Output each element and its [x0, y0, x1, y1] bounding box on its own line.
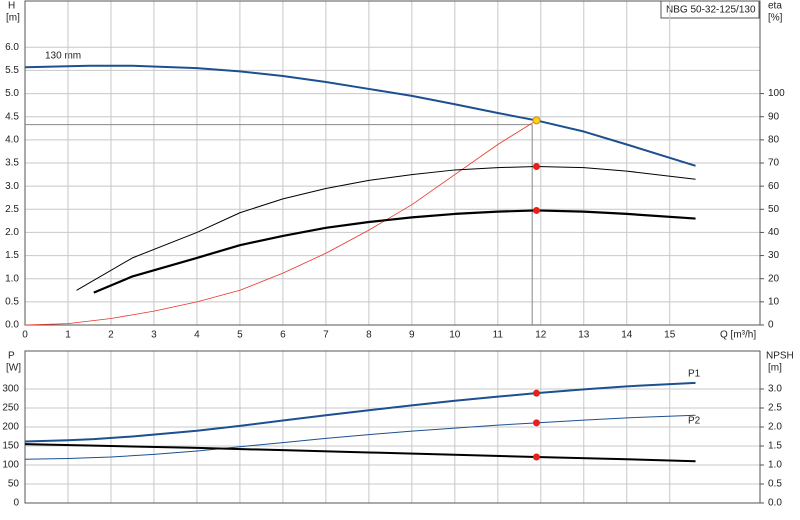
y-tick-label: 3.5	[5, 158, 19, 169]
x-tick-label: 0	[22, 330, 28, 341]
x-tick-label: 3	[151, 330, 157, 341]
y-tick-label: 4.5	[5, 111, 19, 122]
y2-tick-label: 1.5	[768, 441, 782, 452]
y2-tick-label: 50	[768, 204, 780, 215]
p-axis-unit: [W]	[6, 363, 21, 374]
duty-point	[532, 389, 540, 397]
p-axis-label: P	[8, 351, 15, 362]
h-axis-label: H	[8, 1, 15, 12]
y2-tick-label: 2.0	[768, 422, 782, 433]
y-tick-label: 5.5	[5, 65, 19, 76]
x-tick-label: 10	[449, 330, 461, 341]
y-tick-label: 4.0	[5, 134, 19, 145]
x-tick-label: 15	[664, 330, 676, 341]
y-tick-label: 50	[8, 479, 20, 490]
y2-tick-label: 10	[768, 296, 780, 307]
h-axis-unit: [m]	[6, 13, 20, 24]
duty-point	[532, 453, 540, 461]
eta-axis-unit: [%]	[768, 13, 783, 24]
curve-label: 130 mm	[45, 51, 81, 62]
x-tick-label: 13	[578, 330, 590, 341]
eta-axis-label: eta	[768, 1, 782, 12]
y2-tick-label: 1.0	[768, 460, 782, 471]
y2-tick-label: 30	[768, 250, 780, 261]
y-tick-label: 0.5	[5, 296, 19, 307]
curve	[24, 443, 696, 463]
x-tick-label: 12	[535, 330, 547, 341]
x-tick-label: 7	[323, 330, 329, 341]
y2-tick-label: 60	[768, 181, 780, 192]
x-tick-label: 4	[194, 330, 200, 341]
npsh-axis-label: NPSH	[766, 351, 794, 362]
duty-point	[532, 206, 540, 214]
curve-label: P1	[688, 369, 701, 380]
plot-frame	[24, 0, 761, 326]
curve-label: P2	[688, 416, 701, 427]
x-tick-label: 1	[65, 330, 71, 341]
y-tick-label: 300	[2, 384, 19, 395]
curve	[76, 165, 696, 291]
duty-point	[532, 419, 540, 427]
y-tick-label: 1.0	[5, 273, 19, 284]
y-tick-label: 2.0	[5, 227, 19, 238]
y2-tick-label: 80	[768, 134, 780, 145]
x-tick-label: 5	[237, 330, 243, 341]
y2-tick-label: 40	[768, 227, 780, 238]
x-tick-label: 9	[409, 330, 415, 341]
plot-frame	[24, 350, 761, 504]
y2-tick-label: 20	[768, 273, 780, 284]
duty-point	[532, 162, 540, 170]
duty-point	[532, 116, 541, 125]
y2-tick-label: 2.5	[768, 403, 782, 414]
y2-tick-label: 90	[768, 111, 780, 122]
y-tick-label: 100	[2, 460, 19, 471]
x-tick-label: 11	[493, 330, 504, 341]
curve	[24, 64, 696, 167]
y-tick-label: 0.0	[5, 320, 19, 331]
x-tick-label: 2	[108, 330, 114, 341]
npsh-axis-unit: [m]	[768, 363, 782, 374]
y-tick-label: 5.0	[5, 88, 19, 99]
y-tick-label: 1.5	[5, 250, 19, 261]
y2-tick-label: 0.0	[768, 498, 782, 509]
y-tick-label: 0	[13, 498, 19, 509]
y-tick-label: 150	[2, 441, 19, 452]
x-tick-label: 14	[621, 330, 633, 341]
curve	[24, 414, 696, 460]
x-tick-label: 6	[280, 330, 286, 341]
curve	[24, 381, 696, 443]
y-tick-label: 6.0	[5, 42, 19, 53]
y2-tick-label: 70	[768, 158, 780, 169]
y-tick-label: 2.5	[5, 204, 19, 215]
curve	[24, 120, 537, 326]
y-tick-label: 200	[2, 422, 19, 433]
y2-tick-label: 3.0	[768, 384, 782, 395]
x-axis-label: Q [m³/h]	[720, 330, 756, 341]
y2-tick-label: 0	[768, 320, 774, 331]
y2-tick-label: 100	[768, 88, 785, 99]
x-tick-label: 8	[366, 330, 372, 341]
curve	[93, 209, 696, 294]
y-tick-label: 3.0	[5, 181, 19, 192]
y-tick-label: 250	[2, 403, 19, 414]
chart-title: NBG 50-32-125/130	[666, 5, 756, 16]
y2-tick-label: 0.5	[768, 479, 782, 490]
